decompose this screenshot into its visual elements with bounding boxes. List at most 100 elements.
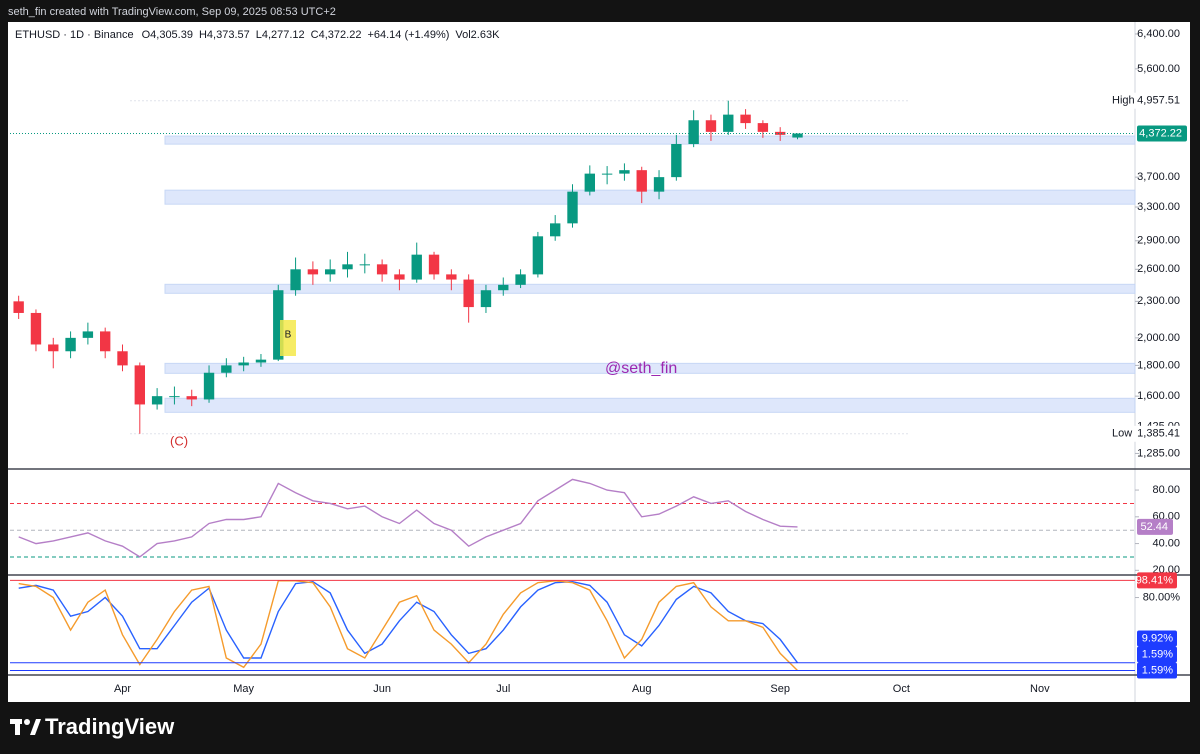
y-tick-label: 6,400.00: [1137, 28, 1180, 40]
marker-box: [1137, 662, 1177, 679]
candle-body: [290, 269, 301, 291]
y-tick-label: 3,700.00: [1137, 171, 1180, 183]
last-price-label: 4,372.22: [1139, 127, 1182, 139]
candle-body: [325, 269, 336, 275]
candle-body: [480, 290, 492, 308]
candle-body: [82, 331, 94, 338]
candle-body: [792, 133, 803, 138]
candle-body: [117, 351, 128, 366]
indicator-line: [18, 580, 798, 671]
watermark: @seth_fin: [605, 360, 677, 377]
candle-body: [757, 123, 769, 132]
candle-body: [688, 120, 699, 145]
ohlc-field: +64.14 (+1.49%): [367, 29, 449, 41]
extreme-value: 4,957.51: [1137, 95, 1180, 107]
candle-body: [255, 359, 267, 363]
brand-logo: [10, 719, 41, 735]
candle-body: [273, 290, 284, 360]
candle-body: [151, 396, 163, 405]
candle-body: [671, 144, 682, 178]
candle-body: [186, 396, 197, 400]
y-tick-label: 2,300.00: [1137, 295, 1180, 307]
zone: [164, 283, 1136, 294]
candle-body: [567, 191, 578, 224]
extreme-name: High: [1112, 95, 1135, 107]
candle-body: [463, 279, 474, 308]
x-tick-label: Sep: [770, 683, 790, 695]
candle-body: [238, 362, 249, 366]
candle-body: [100, 331, 111, 352]
y-tick-label: 80.00: [1152, 484, 1180, 496]
candle-body: [342, 264, 353, 270]
brand-name: TradingView: [45, 714, 175, 739]
symbol-info: ETHUSD · 1D · Binance: [15, 29, 134, 41]
marker-label: 1.59%: [1142, 664, 1173, 676]
chart-area: [8, 22, 1190, 702]
candle-body: [65, 337, 76, 352]
candle-body: [740, 114, 751, 124]
candle-body: [653, 177, 665, 192]
y-tick-label: 40.00: [1152, 537, 1180, 549]
marker-box: [1137, 572, 1177, 589]
candle-body: [359, 264, 370, 266]
y-tick-label: 2,600.00: [1137, 263, 1180, 275]
ohlc-field: O4,305.39: [142, 29, 193, 41]
value-label: 52.44: [1140, 521, 1168, 533]
candle-body: [515, 274, 526, 285]
y-tick-label: 80.00%: [1143, 591, 1181, 603]
candle-body: [48, 344, 59, 352]
candle-body: [498, 284, 509, 291]
wave-label: (C): [170, 433, 188, 448]
candle-body: [169, 396, 180, 398]
ohlc-field: L4,277.12: [256, 29, 305, 41]
y-tick-label: 2,000.00: [1137, 332, 1180, 344]
candle-body: [619, 170, 630, 174]
marker-box: [1137, 646, 1177, 663]
candle-body: [30, 312, 42, 345]
zone: [164, 135, 1136, 145]
signal-box: [280, 320, 296, 356]
marker-label: 1.59%: [1142, 648, 1173, 660]
extreme-name: Low: [1112, 428, 1132, 440]
candle-body: [584, 173, 595, 192]
marker-label: 98.41%: [1136, 574, 1174, 586]
marker-box: [1137, 630, 1177, 647]
y-tick-label: 5,600.00: [1137, 63, 1180, 75]
x-tick-label: Jul: [496, 683, 510, 695]
y-tick-label: 1,600.00: [1137, 390, 1180, 402]
x-tick-label: Aug: [632, 683, 652, 695]
candle-body: [394, 274, 405, 280]
value-box: [1137, 518, 1173, 535]
candle-body: [203, 372, 215, 400]
candle-body: [636, 170, 647, 192]
signal-label: B: [285, 330, 292, 341]
x-tick-label: Apr: [114, 683, 131, 695]
candle-body: [446, 274, 457, 280]
zone: [164, 397, 1136, 413]
ohlc-field: H4,373.57: [199, 29, 250, 41]
extreme-box: [1106, 425, 1186, 442]
candle-body: [532, 236, 544, 275]
candle-body: [775, 131, 786, 135]
x-tick-label: Oct: [893, 683, 910, 695]
header-credit: seth_fin created with TradingView.com, S…: [8, 6, 336, 18]
zone: [164, 189, 1136, 205]
y-tick-label: 3,300.00: [1137, 201, 1180, 213]
candle-body: [411, 254, 422, 280]
y-tick-label: 1,285.00: [1137, 447, 1180, 459]
ohlc-field: C4,372.22: [311, 29, 362, 41]
candle-body: [550, 223, 561, 237]
zone: [164, 362, 1136, 374]
indicator-line: [18, 478, 798, 558]
candle-body: [134, 365, 145, 405]
candle-body: [376, 264, 388, 275]
candle-body: [723, 114, 734, 132]
candle-body: [705, 120, 717, 132]
candle-body: [428, 254, 440, 275]
candle-body: [601, 173, 613, 175]
x-tick-label: Nov: [1030, 683, 1050, 695]
y-tick-label: 1,800.00: [1137, 359, 1180, 371]
candle-body: [221, 365, 232, 373]
